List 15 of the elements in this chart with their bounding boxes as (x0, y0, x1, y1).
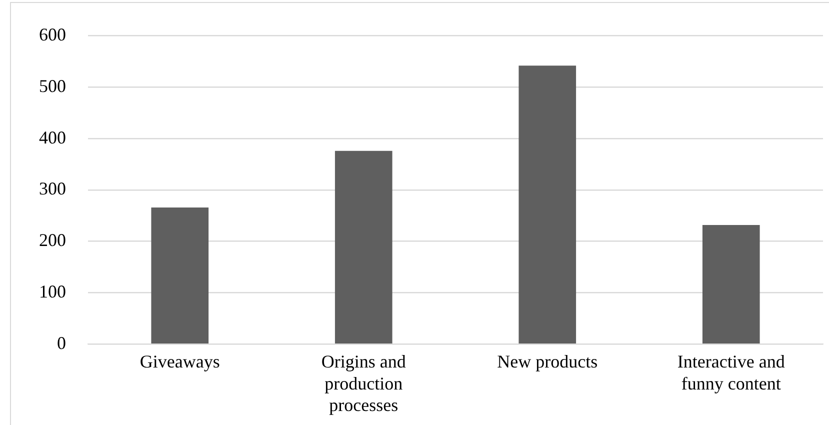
y-tick-label: 500 (39, 76, 66, 96)
bar (151, 207, 209, 344)
y-tick-label: 300 (39, 178, 66, 199)
y-tick-label: 400 (39, 127, 66, 148)
y-tick-label: 0 (57, 332, 66, 353)
x-tick-label: New products (497, 352, 598, 372)
bar (518, 66, 576, 344)
bar (702, 224, 760, 344)
y-tick-label: 100 (39, 282, 66, 302)
x-tick-label: Giveaways (140, 352, 220, 372)
bar (334, 150, 392, 344)
y-tick-label: 600 (39, 24, 66, 45)
x-tick-label: Origins and production processes (321, 352, 406, 415)
x-tick-label: Interactive and funny content (677, 352, 785, 394)
y-tick-label: 200 (39, 230, 66, 250)
